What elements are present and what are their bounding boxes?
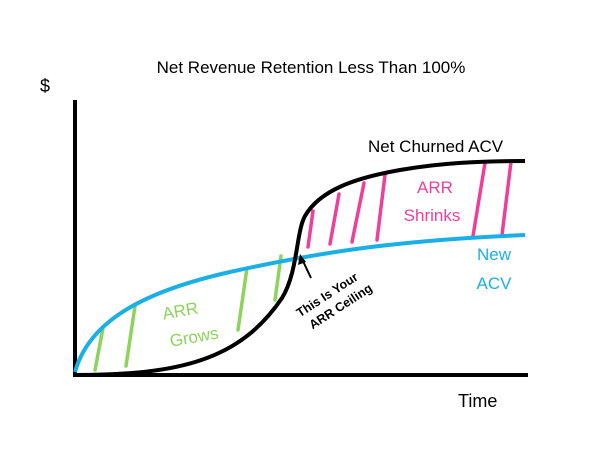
shrinks-hatch-line-4: [375, 173, 387, 242]
arr-shrinks-label-line2: Shrinks: [404, 206, 461, 225]
ceiling-arrow: [298, 254, 312, 279]
grows-hatch-line-1: [93, 326, 105, 372]
shrinks-hatch-line-2: [328, 192, 341, 246]
shrinks-hatch-line-3: [350, 181, 366, 244]
arr-grows-label-line1: ARR: [161, 299, 200, 324]
shrinks-hatch-line-1: [306, 209, 315, 249]
shrinks-hatch-line-6: [500, 160, 513, 237]
shrinks-hatch-line-5: [471, 161, 487, 238]
chart-title: Net Revenue Retention Less Than 100%: [157, 58, 466, 77]
series-line-net-churned-acv: [74, 159, 526, 377]
y-axis-label: $: [40, 76, 50, 96]
new-acv-label-line2: ACV: [477, 274, 513, 293]
arr-grows-label-line2: Grows: [168, 323, 220, 350]
arr-ceiling-label: This Is Your ARR Ceiling: [294, 270, 375, 332]
shrinks-hatching: [306, 160, 513, 249]
grows-hatch-line-3: [236, 266, 249, 332]
series-line-new-acv: [73, 233, 526, 373]
grows-hatching: [93, 254, 283, 372]
arr-shrinks-label-line1: ARR: [417, 178, 453, 197]
new-acv-label-line1: New: [477, 245, 512, 264]
arr-grows-label: ARR Grows: [161, 299, 220, 351]
legend-net-churned-acv: Net Churned ACV: [368, 137, 504, 156]
x-axis-label: Time: [458, 391, 497, 411]
grows-hatch-line-2: [124, 304, 137, 368]
